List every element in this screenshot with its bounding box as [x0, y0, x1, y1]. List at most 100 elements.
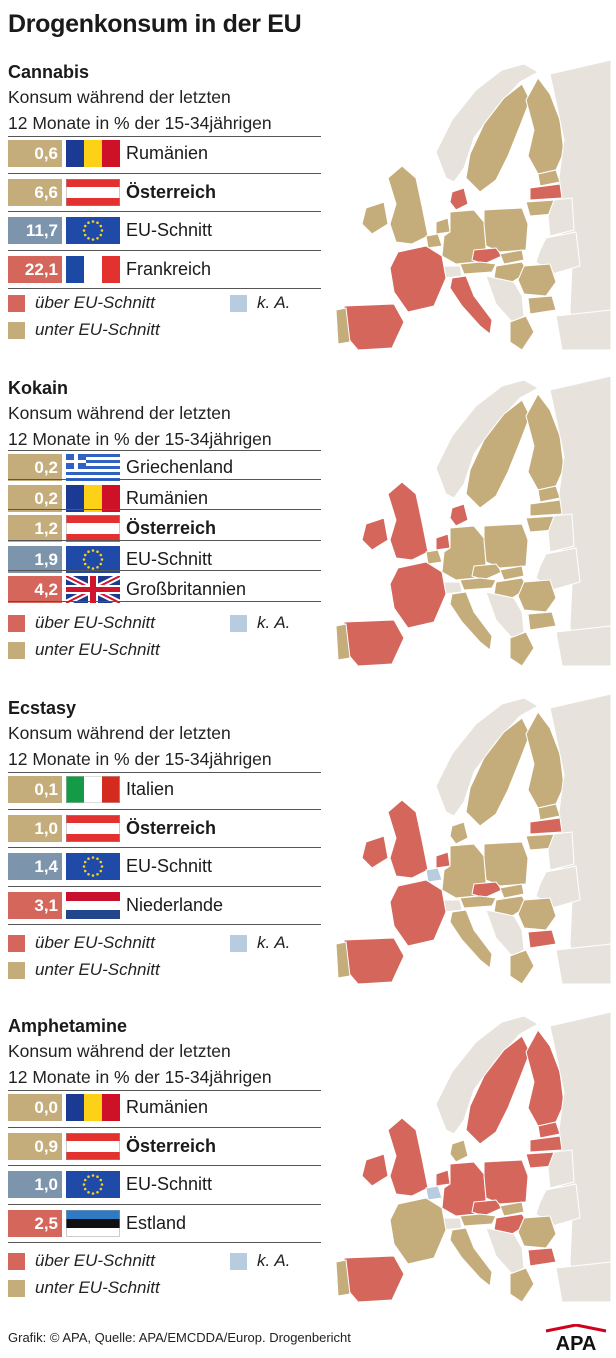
country-label: EU-Schnitt — [126, 856, 213, 876]
panel-ecstasy: Ecstasy Konsum während der letzten 12 Mona… — [0, 0, 616, 984]
map-region-denmark — [449, 821, 469, 845]
row-divider — [8, 772, 321, 773]
map-region-austria — [459, 261, 497, 275]
map-region-france — [389, 879, 447, 947]
value-label: 4,2 — [8, 576, 62, 603]
map-region-denmark — [449, 503, 469, 527]
legend-swatch — [8, 1253, 25, 1270]
country-label: Estland — [126, 1212, 187, 1233]
country-label: Italien — [126, 779, 175, 799]
value-label: 6,6 — [8, 178, 62, 206]
value-label: 1,2 — [8, 515, 62, 542]
map-region-balkans — [485, 1227, 525, 1275]
row-divider — [8, 288, 321, 289]
map-region-austria — [459, 895, 497, 909]
value-label: 0,2 — [8, 454, 62, 481]
map-region-uk — [387, 799, 429, 879]
map-region-turkey — [555, 943, 611, 984]
legend-label: k. A. — [257, 293, 291, 312]
map-region-latvia — [529, 183, 563, 201]
panel-amphetamine: Amphetamine Konsum während der letzten 12 … — [0, 0, 616, 1302]
greece-flag — [66, 454, 120, 481]
row-divider — [8, 924, 321, 925]
map-region-uk — [387, 481, 429, 561]
map-region-norway — [435, 63, 540, 183]
map-region-bulgaria — [527, 295, 557, 315]
value-label: 0,9 — [8, 1132, 62, 1160]
map-region-uk — [387, 1117, 429, 1197]
legend-swatch — [8, 295, 25, 312]
legend-swatch — [8, 322, 25, 339]
map-region-portugal — [335, 307, 351, 345]
panel-subtitle: Konsum während der letzten — [8, 87, 231, 107]
country-label: Griechenland — [126, 457, 234, 477]
map-region-france — [389, 1197, 447, 1265]
row-divider — [8, 509, 321, 510]
map-region-romania — [517, 1215, 557, 1249]
map-region-italy — [449, 275, 493, 335]
value-label: 1,0 — [8, 814, 62, 842]
map-region-austria — [459, 1213, 497, 1227]
map-region-norway — [435, 379, 540, 499]
value-label: 0,2 — [8, 484, 62, 512]
value-label: 1,9 — [8, 545, 62, 573]
map-region-spain — [343, 1255, 405, 1302]
map-region-greece — [509, 1267, 535, 1302]
row-divider — [8, 1203, 321, 1205]
map-region-czech — [471, 1199, 503, 1217]
map-region-italy — [449, 1227, 493, 1287]
legend-swatch — [230, 295, 247, 312]
legend-label: unter EU-Schnitt — [35, 320, 160, 339]
austria-flag — [66, 178, 120, 206]
map-region-netherlands — [435, 851, 451, 869]
legend-label: unter EU-Schnitt — [35, 960, 160, 979]
map-region-latvia — [529, 499, 563, 517]
panel-subtitle: Konsum während der letzten — [8, 723, 231, 743]
map-region-czech — [471, 247, 503, 265]
value-label: 1,4 — [8, 853, 62, 880]
map-region-finland — [525, 77, 565, 175]
map-region-estonia — [537, 803, 561, 821]
map-region-balkans — [485, 275, 525, 323]
map-region-ireland — [361, 835, 389, 869]
estonia-flag — [66, 1209, 120, 1237]
europe-map — [335, 1012, 611, 1302]
row-divider — [8, 539, 321, 541]
row-divider — [8, 1242, 321, 1243]
legend-label: über EU-Schnitt — [35, 1251, 155, 1270]
row-divider — [8, 249, 321, 251]
country-label: Rumänien — [126, 143, 209, 163]
value-label: 2,5 — [8, 1209, 62, 1237]
legend-swatch — [8, 642, 25, 659]
europe-map — [335, 694, 611, 984]
map-region-greece — [509, 631, 535, 666]
romania-flag — [66, 1094, 120, 1121]
italy-flag — [66, 776, 120, 803]
panel-title: Cannabis — [8, 62, 90, 82]
legend-label: über EU-Schnitt — [35, 933, 155, 952]
map-region-bulgaria — [527, 611, 557, 631]
map-region-slovakia — [499, 1201, 525, 1217]
map-region-denmark — [449, 1139, 469, 1163]
row-divider — [8, 478, 321, 480]
austria-flag — [66, 814, 120, 842]
map-region-france — [389, 245, 447, 313]
value-label: 11,7 — [8, 217, 62, 244]
panel-title: Amphetamine — [8, 1016, 128, 1036]
country-label: Rumänien — [126, 487, 209, 508]
legend-label: k. A. — [257, 1251, 291, 1270]
map-region-slovakia — [499, 883, 525, 899]
map-region-turkey — [555, 1261, 611, 1302]
panel-subtitle: Konsum während der letzten — [8, 1041, 231, 1061]
map-region-slovakia — [499, 249, 525, 265]
france-flag — [66, 255, 120, 283]
value-label: 0,6 — [8, 140, 62, 167]
map-region-greece — [509, 949, 535, 984]
legend-label: k. A. — [257, 613, 291, 632]
map-region-poland — [483, 1159, 529, 1205]
apa-logo: APA — [545, 1324, 607, 1352]
row-divider — [8, 1126, 321, 1128]
country-label: Österreich — [126, 1135, 217, 1156]
value-label: 0,1 — [8, 776, 62, 803]
row-divider — [8, 1090, 321, 1091]
